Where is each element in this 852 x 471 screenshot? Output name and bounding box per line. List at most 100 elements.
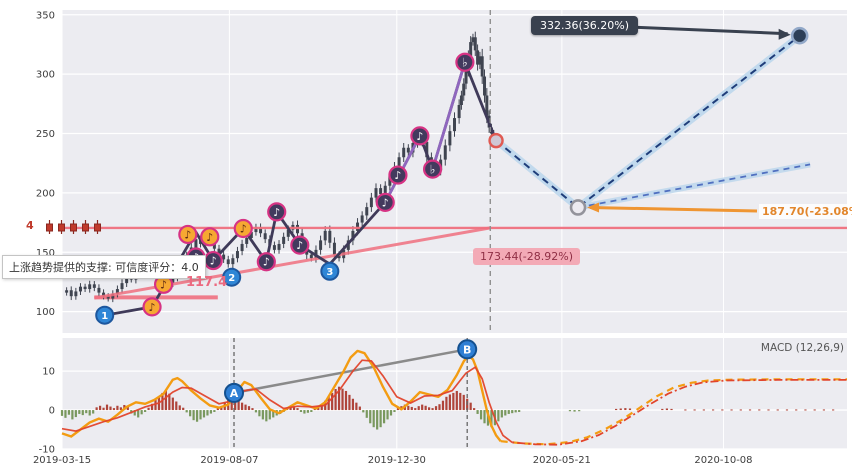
macd-hist-bar — [261, 410, 264, 420]
wave-note-marker-purple[interactable] — [388, 165, 408, 185]
mid-arrowhead — [587, 202, 600, 213]
candle — [379, 188, 383, 195]
macd-hist-bar — [767, 409, 770, 411]
macd-hist-bar — [776, 409, 779, 411]
candle — [115, 289, 119, 294]
wave-note-marker-purple-glyph: ♪ — [273, 206, 280, 219]
macd-hist-bar — [396, 408, 400, 411]
macd-hist-bar — [351, 398, 355, 411]
wave-note-marker-purple-glyph: ♪ — [296, 239, 303, 252]
wave-note-marker-orange[interactable] — [233, 218, 253, 239]
macd-hist-bar — [624, 408, 627, 411]
macd-hist-bar — [758, 409, 761, 411]
wave-flat-marker[interactable] — [422, 159, 443, 179]
wave-number-marker[interactable] — [320, 261, 340, 281]
pivot-target-marker[interactable] — [790, 26, 809, 45]
macd-hist-bar — [251, 408, 254, 411]
macd-hist-bar — [490, 410, 493, 428]
candle — [83, 286, 87, 290]
macd-line-projection — [500, 378, 847, 446]
y-tick-label: 150 — [36, 248, 55, 259]
candle — [462, 83, 466, 96]
mid-arrow-line — [589, 205, 758, 213]
macd-hist-bar — [578, 410, 581, 412]
price-plot-area[interactable] — [62, 10, 847, 333]
wave-flat-marker[interactable] — [455, 52, 475, 72]
macd-hist-bar — [296, 408, 299, 411]
axis-price-tag: 4 — [26, 219, 34, 232]
macd-hist-bar — [410, 406, 413, 411]
candle — [235, 251, 239, 259]
zigzag-highlight-segment — [431, 61, 467, 170]
candle — [471, 37, 475, 43]
candle — [171, 277, 175, 284]
wave-number-marker[interactable] — [95, 305, 115, 325]
mid-price-label[interactable]: 187.70(-23.08%) — [759, 204, 852, 219]
pivot-mid-marker[interactable] — [569, 199, 587, 216]
wave-note-marker-purple[interactable] — [290, 235, 310, 255]
wave-number-marker[interactable] — [222, 267, 242, 287]
macd-hist-bar — [60, 410, 64, 416]
macd-hist-bar — [832, 409, 835, 411]
support-price-callout[interactable]: 173.44(-28.92%) — [473, 248, 580, 265]
wave-note-marker-purple[interactable] — [375, 192, 395, 212]
macd-hist-bar — [112, 408, 116, 411]
macd-point-b[interactable] — [457, 339, 478, 360]
macd-hist-bar — [92, 410, 95, 414]
macd-hist-bar — [74, 410, 77, 418]
macd-hist-bar — [431, 408, 434, 411]
macd-hist-bar — [730, 409, 733, 411]
macd-hist-bar — [234, 398, 237, 411]
wave-flat-marker-glyph: ♭ — [462, 56, 468, 70]
wave-note-marker-purple-glyph: ♪ — [394, 169, 401, 182]
projection-band-alt — [577, 161, 811, 211]
candle — [443, 145, 447, 160]
macd-hist-bar — [272, 410, 275, 418]
candle — [453, 118, 456, 132]
candle — [319, 240, 323, 250]
wave-note-marker-purple[interactable] — [267, 202, 287, 222]
macd-hist-bar — [313, 408, 316, 411]
macd-hist-bar — [434, 406, 438, 411]
macd-hist-bar — [785, 409, 789, 411]
macd-hist-bar — [164, 390, 167, 411]
macd-hist-bar — [448, 394, 451, 411]
macd-hist-bar — [237, 400, 240, 411]
macd-hist-bar — [161, 392, 164, 411]
wave-note-marker-purple[interactable] — [410, 126, 430, 146]
wave-note-marker-purple[interactable] — [256, 252, 276, 272]
candle — [106, 296, 110, 299]
macd-hist-bar — [702, 409, 705, 411]
macd-hist-bar — [102, 407, 105, 411]
macd-hist-bar — [382, 410, 386, 424]
y-tick-label: 10 — [42, 367, 55, 378]
macd-hist-bar — [150, 403, 154, 411]
candle — [388, 176, 392, 186]
candle — [277, 243, 281, 250]
macd-hist-bar — [504, 410, 507, 416]
macd-hist-bar — [469, 402, 472, 411]
macd-hist-bar — [192, 410, 195, 421]
macd-hist-bar — [514, 410, 517, 413]
wave-note-marker-orange-glyph: ♪ — [149, 301, 156, 314]
wave-note-marker-orange-glyph: ♪ — [240, 222, 247, 235]
candle — [323, 230, 327, 241]
macd-hist-bar — [116, 405, 119, 411]
macd-hist-bar — [175, 401, 178, 411]
macd-hist-bar — [365, 410, 368, 418]
macd-hist-bar — [292, 407, 296, 411]
macd-hist-bar — [372, 410, 375, 428]
macd-plot-area[interactable] — [62, 338, 847, 449]
target-price-callout[interactable]: 332.36(36.20%) — [531, 16, 639, 35]
pivot-last-marker[interactable] — [488, 132, 504, 149]
macd-point-a[interactable] — [224, 382, 245, 403]
macd-hist-bar — [711, 409, 715, 411]
candle — [485, 95, 489, 116]
macd-hist-bar — [445, 396, 448, 411]
candle — [240, 243, 244, 252]
wave-note-marker-orange[interactable] — [178, 224, 198, 245]
wave-note-marker-orange[interactable] — [200, 227, 220, 247]
wave-note-marker-orange[interactable] — [142, 297, 162, 317]
candle — [78, 286, 82, 292]
